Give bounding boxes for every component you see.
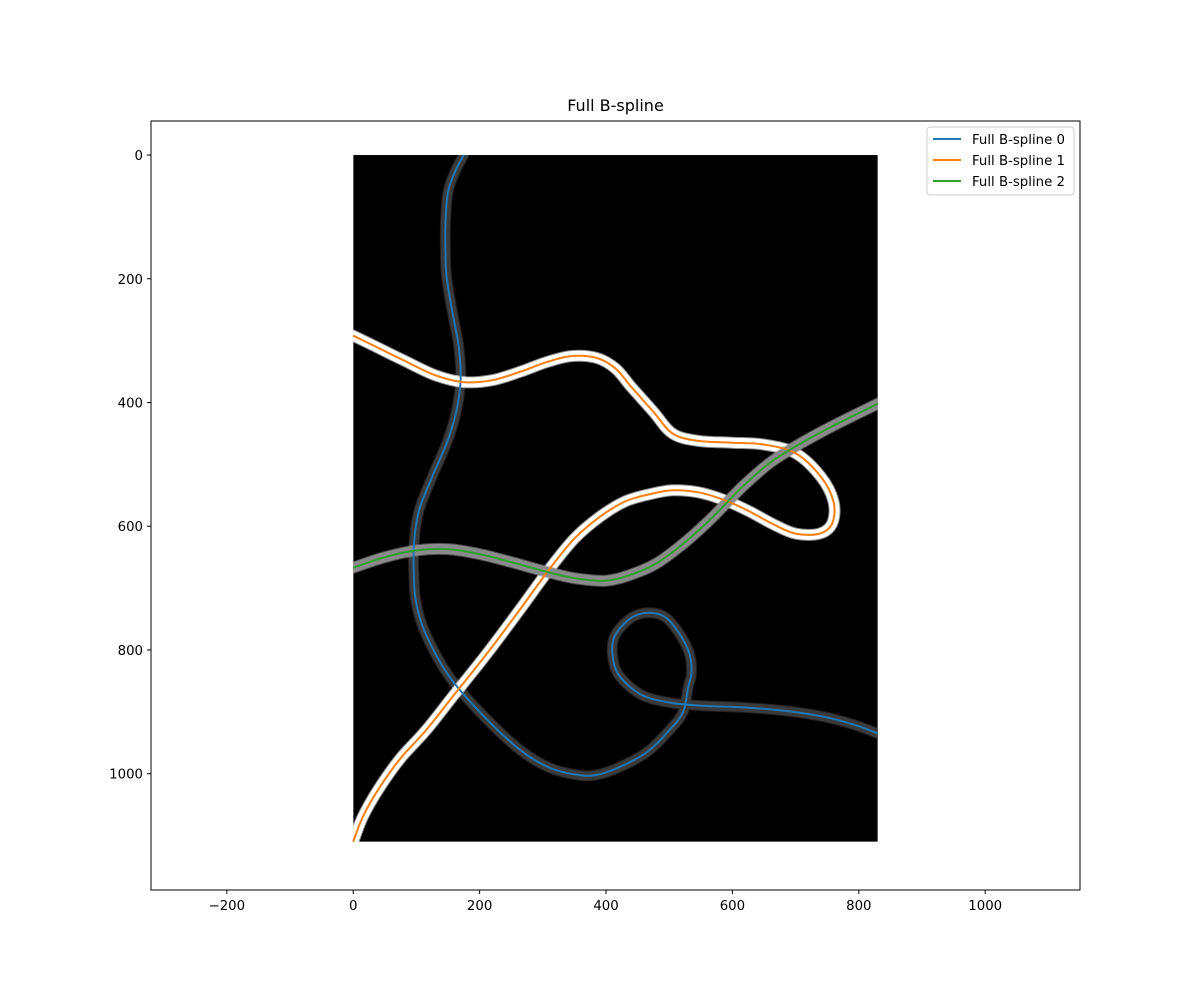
y-tick-label: 1000 (109, 768, 143, 783)
series-layer (352, 154, 879, 843)
y-tick-label: 0 (135, 149, 143, 164)
legend-label-0: Full B-spline 0 (972, 133, 1065, 148)
legend-frame (926, 126, 1075, 196)
y-axis: 0 200 400 600 800 1000 (109, 149, 151, 783)
x-axis: −200 0 200 400 600 800 1000 (209, 890, 1002, 914)
legend-label-1: Full B-spline 1 (972, 154, 1065, 169)
chart-title: Full B-spline (567, 96, 664, 115)
y-tick-label: 800 (118, 644, 143, 659)
y-tick-label: 200 (118, 273, 143, 288)
image-background (353, 155, 878, 842)
y-tick-label: 400 (118, 396, 143, 411)
x-tick-label: 0 (349, 899, 357, 914)
x-tick-label: 800 (846, 899, 871, 914)
x-tick-label: 600 (720, 899, 745, 914)
axes-frame (150, 120, 1081, 891)
series-line-0 (412, 154, 879, 777)
x-tick-label: −200 (209, 899, 246, 914)
background-image (353, 155, 878, 842)
x-tick-label: 1000 (968, 899, 1002, 914)
series-line-1 (352, 334, 836, 843)
series-line-2 (352, 402, 879, 582)
y-tick-label: 600 (118, 520, 143, 535)
x-tick-label: 400 (593, 899, 618, 914)
x-tick-label: 200 (467, 899, 492, 914)
legend: Full B-spline 0 Full B-spline 1 Full B-spl… (926, 126, 1075, 196)
legend-label-2: Full B-spline 2 (972, 175, 1065, 190)
